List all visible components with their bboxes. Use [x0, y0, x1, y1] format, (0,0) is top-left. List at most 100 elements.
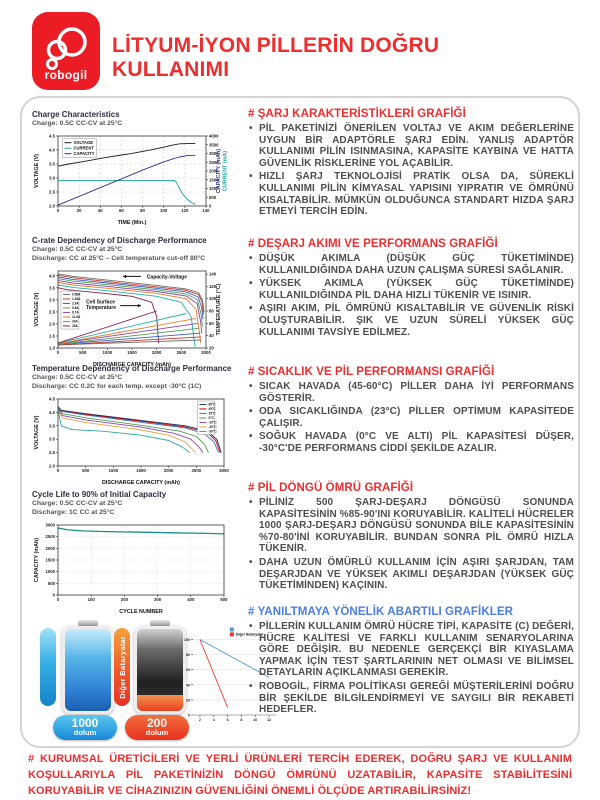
chart-block-c-rate-discharge: C-rate Dependency of Discharge Performan…: [32, 236, 244, 368]
svg-text:3000: 3000: [209, 151, 219, 156]
battery-terminal: [78, 620, 98, 626]
svg-text:Temperature: Temperature: [86, 305, 116, 311]
svg-text:Cell Surface: Cell Surface: [86, 299, 115, 305]
svg-text:1500: 1500: [127, 350, 137, 355]
series-5.8A-T: [57, 327, 199, 345]
svg-text:1000: 1000: [209, 186, 219, 191]
svg-text:3.0: 3.0: [49, 437, 56, 442]
svg-text:4: 4: [213, 718, 215, 722]
section-desarj-akimi-performans: # DEŞARJ AKIMI VE PERFORMANS GRAFİĞİ DÜŞÜ…: [248, 238, 574, 340]
robogil-cycles-badge: 1000 dolum: [53, 715, 117, 740]
series-60C: [57, 406, 222, 453]
series-diger-bataryalar: [199, 639, 229, 708]
series-11.6A-V: [57, 282, 202, 344]
svg-text:500: 500: [48, 581, 56, 586]
other-cycles-badge: 200 dolum: [125, 715, 189, 740]
chart-block-temperature-discharge: Temperature Dependency of Discharge Perf…: [32, 364, 244, 486]
series-0.58A-V: [57, 273, 205, 313]
svg-text:1.5: 1.5: [49, 334, 56, 339]
svg-text:25A: 25A: [72, 324, 79, 328]
svg-text:0: 0: [188, 714, 190, 718]
svg-text:1.0: 1.0: [49, 346, 56, 351]
charge-characteristics-chart: 0 20 40 60 80 100 120 140 2.0 2.5 3.0 3.5 4.0 4.5 0 500…: [34, 134, 229, 227]
bullet-item: PİL PAKETİNİZİ ÖNERİLEN VOLTAJ VE AKIM D…: [248, 123, 574, 169]
series-45C: [57, 406, 221, 453]
svg-text:TIME (Min.): TIME (Min.): [118, 220, 147, 226]
chart-subtitle: Charge: 0.5C CC-CV at 25°C: [32, 374, 123, 382]
svg-text:40: 40: [98, 208, 103, 213]
svg-text:10: 10: [253, 718, 257, 722]
svg-text:0: 0: [57, 597, 60, 602]
svg-text:VOLTAGE (V): VOLTAGE (V): [34, 292, 40, 326]
chart-subtitle: Discharge: 1C CC at 25°C: [32, 509, 115, 517]
svg-text:2500: 2500: [177, 350, 187, 355]
svg-text:100: 100: [209, 296, 217, 301]
section-yaniltici-grafikler: # YANILTMAYA YÖNELİK ABARTILI GRAFİKLER P…: [248, 606, 574, 718]
chart-block-charge-characteristics: Charge Characteristics Charge: 0.5C CC-C…: [32, 110, 244, 226]
svg-text:CAPACITY (mAh): CAPACITY (mAh): [216, 149, 222, 193]
bullet-item: PİLLERİN KULLANIM ÖMRÜ HÜCRE TİPİ, KAPAS…: [248, 621, 574, 679]
section-heading: # YANILTMAYA YÖNELİK ABARTILI GRAFİKLER: [248, 606, 514, 618]
bullet-item: PİLİNİZ 500 ŞARJ-DEŞARJ DÖNGÜSÜ SONUNDA …: [248, 497, 574, 555]
series-0.58A-T: [57, 339, 202, 346]
svg-text:6: 6: [227, 718, 229, 722]
svg-text:2500: 2500: [192, 468, 202, 473]
svg-text:1000: 1000: [109, 468, 119, 473]
series-25A-T: [57, 310, 157, 344]
chart-title: C-rate Dependency of Discharge Performan…: [32, 236, 207, 245]
section-bullets: PİLLERİN KULLANIM ÖMRÜ HÜCRE TİPİ, KAPAS…: [248, 621, 574, 716]
chart-title: Charge Characteristics: [32, 110, 120, 119]
svg-text:11.6A: 11.6A: [72, 315, 81, 319]
svg-text:20: 20: [209, 346, 214, 351]
svg-text:0.58A: 0.58A: [72, 293, 81, 297]
section-bullets: PİLİNİZ 500 ŞARJ-DEŞARJ DÖNGÜSÜ SONUNDA …: [248, 497, 574, 592]
bullet-item: SICAK HAVADA (45-60°C) PİLLER DAHA İYİ P…: [248, 381, 574, 404]
series--20C: [57, 409, 197, 453]
svg-text:5.8A: 5.8A: [72, 306, 79, 310]
bullet-item: DÜŞÜK AKIMLA (DÜŞÜK GÜÇ TÜKETİMİNDE) KUL…: [248, 253, 574, 276]
robogil-cycles-value: 1000: [71, 716, 99, 730]
svg-text:1.45A: 1.45A: [72, 297, 81, 301]
svg-text:40: 40: [186, 683, 190, 687]
svg-text:25°C: 25°C: [208, 412, 216, 416]
svg-text:12: 12: [267, 718, 271, 722]
svg-text:3000: 3000: [45, 523, 55, 528]
chart-title: Temperature Dependency of Discharge Perf…: [32, 364, 232, 373]
svg-text:20: 20: [77, 208, 82, 213]
content-card: Charge Characteristics Charge: 0.5C CC-C…: [20, 96, 580, 748]
svg-text:-10°C: -10°C: [208, 421, 217, 425]
bullet-item: HIZLI ŞARJ TEKNOLOJİSİ PRATİK OLSA DA, S…: [248, 171, 574, 217]
svg-text:3500: 3500: [209, 142, 219, 147]
svg-text:-20°C: -20°C: [208, 425, 217, 429]
chart-subtitle: Charge: 0.5C CC-CV at 25°C: [32, 500, 123, 508]
bullet-item: DAHA UZUN ÖMÜRLÜ KULLANIM İÇİN AŞIRI ŞAR…: [248, 557, 574, 592]
series--30C: [57, 409, 190, 454]
svg-text:2.9A: 2.9A: [72, 302, 79, 306]
svg-text:2000: 2000: [45, 546, 55, 551]
chart-subtitle: Charge: 0.5C CC-CV at 25°C: [32, 246, 123, 254]
section-sicaklik-performans: # SICAKLIK VE PİL PERFORMANSI GRAFİĞİ SIC…: [248, 366, 574, 457]
svg-text:2.0: 2.0: [49, 464, 56, 469]
c-rate-discharge-chart: 0 500 1000 1500 2000 2500 3000 1.0 1.5 2.0 2.5 3.0 3…: [34, 270, 222, 368]
svg-text:20: 20: [186, 698, 190, 702]
svg-text:VOLTAGE: VOLTAGE: [73, 140, 93, 145]
svg-text:4.0: 4.0: [49, 273, 56, 278]
svg-text:120: 120: [209, 284, 217, 289]
bullet-item: AŞIRI AKIM, PİL ÖMRÜNÜ KISALTABİLİR VE G…: [248, 303, 574, 338]
svg-text:VOLTAGE (V): VOLTAGE (V): [34, 415, 40, 449]
series-11.6A-T: [57, 318, 197, 345]
svg-text:CAPACITY: CAPACITY: [73, 151, 94, 156]
svg-text:2.5: 2.5: [49, 309, 56, 314]
other-battery-illustration: [134, 626, 186, 714]
series-2.9A-V: [57, 276, 204, 320]
svg-text:2500: 2500: [45, 534, 55, 539]
svg-text:0: 0: [53, 593, 56, 598]
robogil-battery-illustration: [62, 626, 114, 714]
series-8.7A-T: [57, 323, 198, 345]
svg-text:45°C: 45°C: [208, 407, 216, 411]
chart-title: Cycle Life to 90% of Initial Capacity: [32, 490, 167, 499]
section-heading: # SICAKLIK VE PİL PERFORMANSI GRAFİĞİ: [248, 366, 495, 378]
robogil-cycles-unit: dolum: [73, 728, 97, 737]
svg-text:DISCHARGE CAPACITY (mAh): DISCHARGE CAPACITY (mAh): [102, 480, 180, 486]
